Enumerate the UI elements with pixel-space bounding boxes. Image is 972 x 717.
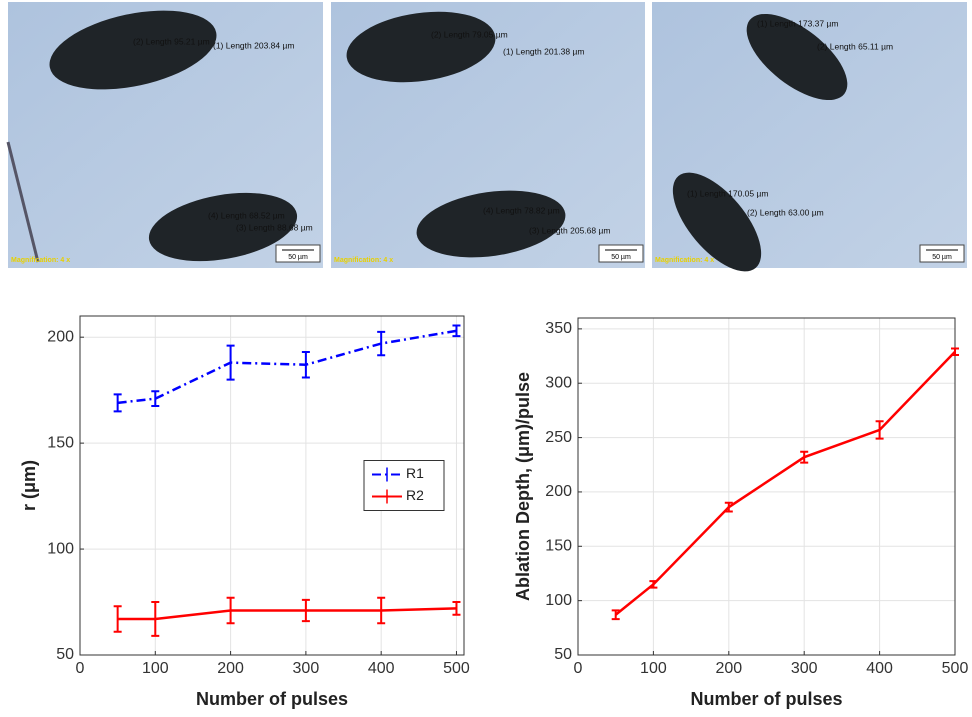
measurement-label: (1) Length 203.84 µm: [213, 40, 294, 50]
error-bar: [649, 580, 658, 589]
measurement-label: (1) Length 173.37 µm: [757, 18, 838, 28]
x-tick-label: 0: [574, 660, 583, 677]
data-line: [614, 350, 956, 616]
error-bar: [113, 393, 122, 413]
y-tick-label: 150: [545, 538, 572, 555]
y-tick-label: 100: [545, 592, 572, 609]
micrograph-3: [652, 2, 967, 272]
y-tick-label: 250: [545, 429, 572, 446]
error-bar: [452, 324, 461, 338]
micrograph-annotations: (1) Length 173.37 µm (2) Length 65.11 µm (…: [655, 18, 965, 264]
measurement-label: (3) Length 205.68 µm: [529, 225, 610, 235]
error-bar: [611, 609, 620, 621]
measurement-label: (4) Length 68.52 µm: [208, 210, 285, 220]
scale-bar-label: 50 µm: [611, 254, 631, 261]
error-bar: [226, 596, 235, 625]
micrograph-annotations: (2) Length 79.05 µm (1) Length 201.38 µm (…: [334, 29, 644, 264]
y-tick-label: 200: [545, 483, 572, 500]
measurement-label: (2) Length 65.11 µm: [817, 41, 893, 51]
error-bar: [301, 351, 310, 379]
error-bar: [951, 347, 959, 356]
x-tick-label: 100: [142, 660, 169, 677]
plot-frame: [577, 317, 956, 656]
magnification: Magnification: 4 x: [655, 257, 714, 264]
error-bar: [151, 601, 160, 637]
y-tick-label: 300: [545, 374, 572, 391]
measurement-label: (2) Length 95.21 µm: [133, 36, 210, 46]
measurement-label: (2) Length 63.00 µm: [747, 207, 824, 217]
x-tick-label: 300: [293, 660, 320, 677]
x-axis-label: Number of pulses: [690, 689, 842, 709]
y-tick-label: 350: [545, 320, 572, 337]
scale-bar-box: [598, 244, 644, 263]
measurement-label: (1) Length 201.38 µm: [503, 46, 584, 56]
y-tick-label: 50: [56, 646, 74, 663]
error-bar: [226, 344, 235, 381]
x-tick-label: 100: [640, 660, 667, 677]
x-tick-label: 400: [368, 660, 395, 677]
error-bar: [301, 598, 310, 623]
y-tick-label: 200: [47, 328, 74, 345]
error-bar: [800, 450, 809, 464]
micrograph-2: [331, 2, 645, 268]
legend-label: R1: [406, 465, 424, 481]
magnification: Magnification: 4 x: [334, 257, 393, 264]
x-tick-label: 500: [942, 660, 969, 677]
micrograph-1: [6, 2, 323, 268]
scale-bar-label: 50 µm: [288, 254, 308, 261]
measurement-label: (4) Length 78.82 µm: [483, 205, 560, 215]
magnification: Magnification: 4 x: [11, 257, 70, 264]
error-bar: [377, 330, 386, 357]
legend-label: R2: [406, 487, 424, 503]
plot-area: [578, 318, 955, 655]
measurement-label: (3) Length 88.68 µm: [236, 222, 313, 232]
y-tick-label: 100: [47, 540, 74, 557]
measurement-label: (1) Length 170.05 µm: [687, 188, 768, 198]
scale-bar-box: [919, 244, 965, 263]
scale-bar-box: [275, 244, 321, 263]
error-bar: [113, 605, 122, 633]
error-bar: [724, 501, 733, 513]
x-tick-label: 400: [866, 660, 893, 677]
scale-bar-label: 50 µm: [932, 254, 952, 261]
data-line: [117, 607, 457, 621]
error-bar: [151, 390, 160, 408]
y-axis-label: r (μm): [19, 460, 39, 511]
micrograph-annotations: (2) Length 95.21 µm (1) Length 203.84 µm (…: [11, 36, 321, 264]
y-axis-label: Ablation Depth, (μm)/pulse: [513, 372, 533, 601]
measurement-label: (2) Length 79.05 µm: [431, 29, 508, 39]
x-tick-label: 200: [217, 660, 244, 677]
x-tick-label: 500: [443, 660, 470, 677]
error-bar: [452, 601, 461, 616]
x-axis-label: Number of pulses: [196, 689, 348, 709]
x-tick-label: 200: [715, 660, 742, 677]
x-tick-label: 300: [791, 660, 818, 677]
y-tick-label: 150: [47, 434, 74, 451]
plot-frame: [79, 315, 465, 656]
error-bar: [377, 596, 386, 625]
y-tick-label: 50: [554, 646, 572, 663]
x-tick-label: 0: [76, 660, 85, 677]
data-line: [117, 329, 457, 405]
legend-box: [363, 460, 445, 511]
error-bar: [875, 420, 884, 440]
